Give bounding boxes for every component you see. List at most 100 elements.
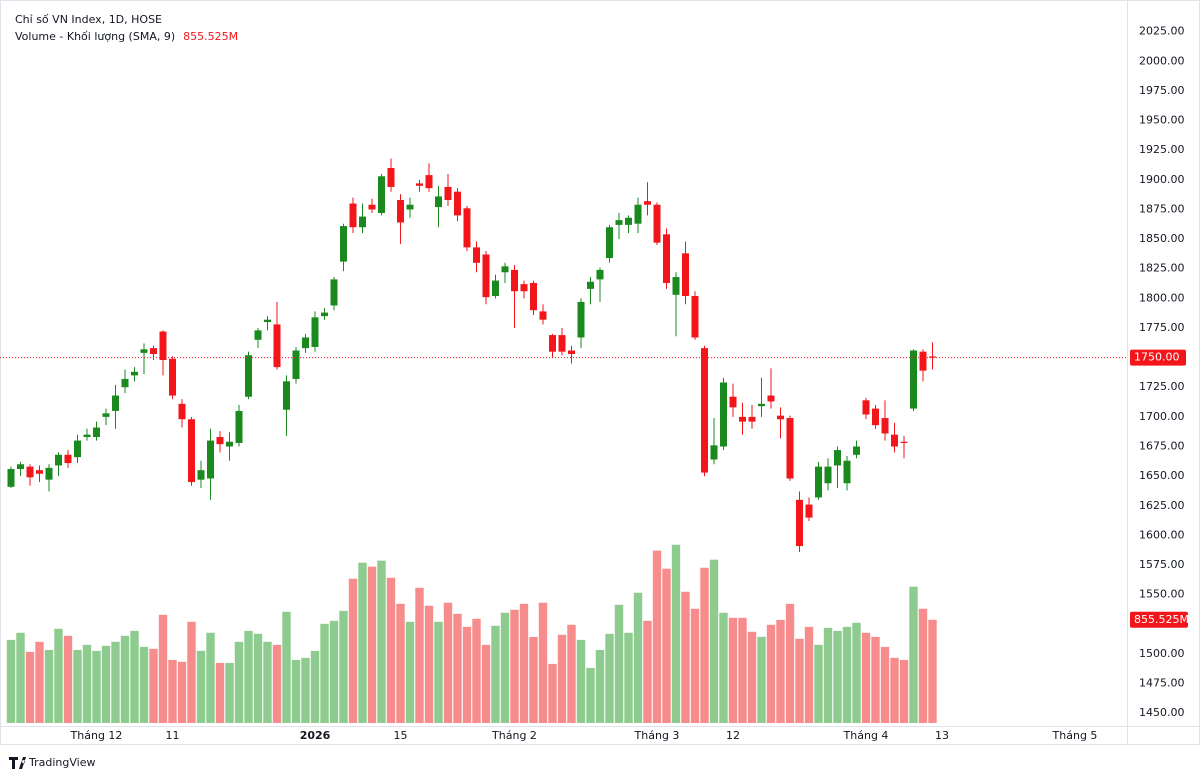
candle-body <box>349 203 357 228</box>
volume-bar <box>234 641 244 723</box>
candle-body <box>492 280 499 296</box>
volume-bar <box>595 649 605 723</box>
candle-body <box>378 176 385 214</box>
x-tick-label: 15 <box>394 729 408 742</box>
volume-bar <box>671 544 681 723</box>
candle-body <box>682 253 689 296</box>
candle-body <box>7 469 15 487</box>
candle-body <box>511 269 518 292</box>
x-tick-label: Tháng 4 <box>843 729 889 742</box>
candle-body <box>834 450 841 466</box>
volume-bar <box>690 608 700 723</box>
volume-bar <box>25 651 35 723</box>
volume-bar <box>310 650 320 723</box>
candle-body <box>216 437 224 445</box>
candle-body <box>64 454 72 464</box>
volume-bar <box>481 644 491 723</box>
volume-bar <box>187 621 196 723</box>
candle-body <box>83 434 91 438</box>
x-tick-label: 12 <box>726 729 740 742</box>
volume-bar <box>738 617 747 723</box>
volume-bar <box>719 612 728 723</box>
volume-bar <box>405 621 415 723</box>
volume-bar <box>918 608 928 723</box>
volume-bar <box>301 657 310 723</box>
volume-bar <box>453 613 462 723</box>
candle-body <box>197 470 205 480</box>
candle-body <box>112 395 119 411</box>
candle-body <box>587 281 594 289</box>
candle-body <box>862 400 870 415</box>
volume-bar <box>510 609 519 723</box>
volume-bar <box>101 645 111 723</box>
volume-bar <box>253 633 263 723</box>
volume-bar <box>472 618 481 723</box>
volume-bar <box>158 614 168 723</box>
volume-legend: Volume - Khối lượng (SMA, 9) <box>15 30 175 43</box>
volume-bar <box>861 632 871 723</box>
volume-bar <box>548 663 557 723</box>
candle-body <box>872 408 879 426</box>
candle-body <box>359 216 366 228</box>
volume-bar <box>709 559 719 723</box>
y-tick-label: 1950.00 <box>1139 114 1185 127</box>
volume-bar <box>348 578 358 723</box>
volume-tag-label: 855.525M <box>1134 613 1189 626</box>
y-tick-label: 1800.00 <box>1139 291 1185 304</box>
x-tick-label: Tháng 3 <box>634 729 680 742</box>
volume-bar <box>624 632 633 723</box>
candle-body <box>368 204 376 210</box>
candle-body <box>387 167 395 187</box>
volume-bar <box>244 630 253 723</box>
y-tick-label: 1925.00 <box>1139 143 1185 156</box>
volume-bar <box>424 605 434 723</box>
candle-body <box>188 419 195 483</box>
volume-bar <box>747 631 757 723</box>
candle-body <box>758 403 765 407</box>
chart-frame <box>0 0 1200 745</box>
volume-bar <box>377 560 386 723</box>
volume-bar <box>168 659 177 723</box>
volume-tag <box>1130 611 1188 628</box>
volume-bar <box>386 577 396 723</box>
candle-body <box>919 351 927 371</box>
y-tick-label: 1600.00 <box>1139 528 1185 541</box>
candle-body <box>406 204 414 210</box>
candle-body <box>625 217 632 225</box>
candle-body <box>159 331 167 360</box>
candle-body <box>321 312 328 317</box>
candle-body <box>853 446 860 455</box>
candle-body <box>330 279 338 306</box>
volume-bar <box>92 650 101 723</box>
candle-body <box>473 247 480 263</box>
brand-logo: TradingView <box>9 756 95 769</box>
candle-body <box>815 466 822 498</box>
volume-bar <box>16 632 25 723</box>
candle-body <box>748 416 756 422</box>
volume-bar <box>804 626 814 723</box>
volume-bar <box>785 603 795 723</box>
candle-body <box>245 355 252 397</box>
candle-body <box>74 440 81 458</box>
y-tick-label: 2000.00 <box>1139 54 1185 67</box>
volume-bar <box>899 659 909 723</box>
candle-body <box>207 440 214 479</box>
volume-bar <box>605 633 614 723</box>
volume-bar <box>415 587 424 723</box>
volume-bar <box>443 602 453 723</box>
candle-body <box>577 301 585 338</box>
volume-bar <box>538 602 548 723</box>
volume-bar <box>491 625 500 723</box>
candle-body <box>891 434 898 447</box>
y-tick-label: 1975.00 <box>1139 84 1185 97</box>
volume-bar <box>139 646 149 723</box>
y-tick-label: 1700.00 <box>1139 410 1185 423</box>
y-tick-label: 1625.00 <box>1139 499 1185 512</box>
candle-body <box>150 348 157 355</box>
candle-body <box>454 191 461 216</box>
candle-body <box>26 466 34 478</box>
candle-body <box>178 403 186 420</box>
candle-body <box>796 499 803 547</box>
candle-body <box>805 504 813 518</box>
